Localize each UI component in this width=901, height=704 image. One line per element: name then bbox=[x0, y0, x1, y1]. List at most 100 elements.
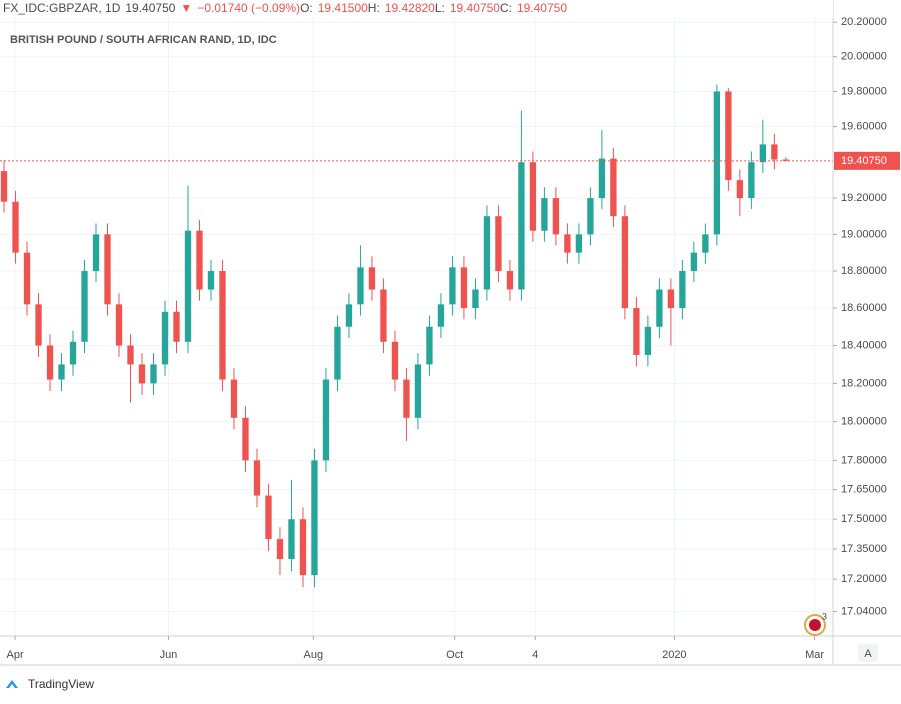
y-tick-label: 17.04000 bbox=[841, 605, 887, 617]
candle-body bbox=[173, 311, 180, 342]
y-tick-label: 19.60000 bbox=[841, 121, 887, 133]
x-tick-label: 2020 bbox=[662, 649, 686, 661]
candle-body bbox=[242, 417, 249, 461]
candle-body bbox=[702, 234, 709, 253]
candle-body bbox=[230, 379, 238, 418]
y-tick-label: 19.00000 bbox=[841, 228, 887, 240]
candle-body bbox=[184, 230, 192, 342]
candle-body bbox=[575, 234, 583, 253]
candle-body bbox=[46, 345, 54, 380]
y-tick-label: 17.20000 bbox=[841, 573, 887, 585]
candle-body bbox=[748, 162, 755, 199]
candle-body bbox=[311, 460, 318, 576]
candle-body bbox=[104, 234, 111, 305]
candle-body bbox=[460, 267, 468, 309]
y-tick-label: 18.00000 bbox=[841, 416, 887, 428]
candle-body bbox=[713, 91, 721, 235]
candle-body bbox=[253, 460, 261, 496]
header: FX_IDC:GBPZAR, 1D 19.40750 ▼ −0.01740 (−0.0… bbox=[3, 1, 567, 15]
candle-body bbox=[564, 234, 571, 253]
candle-body bbox=[472, 289, 479, 309]
candle-body bbox=[633, 308, 640, 355]
y-tick-label: 17.35000 bbox=[841, 543, 887, 555]
header-item: L: bbox=[435, 1, 445, 15]
candle-body bbox=[219, 271, 226, 380]
candle-body bbox=[495, 216, 502, 272]
candle-body bbox=[322, 379, 330, 461]
candle-body bbox=[552, 198, 560, 235]
candle-body bbox=[437, 304, 445, 327]
scale-button-label[interactable]: A bbox=[864, 648, 872, 660]
badge-count: 3 bbox=[822, 611, 827, 621]
flag-icon bbox=[809, 619, 821, 631]
price-label-bg bbox=[834, 151, 900, 170]
header-item: C: bbox=[500, 1, 512, 15]
candle-body bbox=[414, 364, 422, 418]
y-tick-label: 17.80000 bbox=[841, 454, 887, 466]
x-tick-label: Jun bbox=[160, 649, 178, 661]
candle-body bbox=[782, 159, 790, 161]
candle-body bbox=[736, 180, 744, 199]
candle-body bbox=[334, 326, 341, 380]
candle-body bbox=[621, 216, 629, 309]
brand-logo bbox=[6, 680, 18, 688]
brand: TradingView bbox=[28, 677, 94, 691]
y-tick-label: 18.80000 bbox=[841, 265, 887, 277]
candle-body bbox=[610, 158, 617, 217]
header-item: 19.40750 bbox=[450, 1, 500, 15]
y-tick-label: 18.60000 bbox=[841, 302, 887, 314]
y-tick-label: 20.20000 bbox=[841, 16, 887, 28]
candle-body bbox=[380, 289, 387, 342]
header-bg bbox=[0, 0, 833, 18]
x-tick-label: Mar bbox=[805, 649, 824, 661]
x-tick-label: 4 bbox=[532, 649, 538, 661]
candle-body bbox=[679, 271, 686, 309]
axes: 20.20000 20.00000 19.80000 19.60000 19.20000… bbox=[6, 16, 900, 661]
header-item: 19.40750 bbox=[125, 1, 175, 15]
candle-body bbox=[506, 271, 514, 290]
candle-body bbox=[644, 326, 652, 355]
x-tick-label: Oct bbox=[446, 649, 463, 661]
candle-body bbox=[426, 326, 433, 365]
candle-body bbox=[368, 267, 376, 290]
header-item: 19.42820 bbox=[385, 1, 435, 15]
candle-body bbox=[403, 379, 410, 418]
candle-body bbox=[345, 304, 353, 327]
candle-body bbox=[161, 311, 169, 365]
scale-button[interactable] bbox=[858, 644, 878, 662]
chart-title: BRITISH POUND / SOUTH AFRICAN RAND, 1D, … bbox=[10, 34, 277, 46]
y-tick-label: 18.20000 bbox=[841, 377, 887, 389]
candle-body bbox=[92, 234, 100, 272]
y-tick-label: 17.50000 bbox=[841, 513, 887, 525]
grid bbox=[0, 0, 833, 636]
x-tick-label: Aug bbox=[304, 649, 324, 661]
candle-body bbox=[12, 201, 19, 253]
candle-body bbox=[58, 364, 65, 380]
candle-body bbox=[598, 158, 606, 199]
candle-body bbox=[299, 519, 307, 576]
candle-body bbox=[35, 304, 42, 346]
candle-body bbox=[759, 144, 767, 163]
y-tick-label: 19.20000 bbox=[841, 192, 887, 204]
candle-body bbox=[725, 91, 732, 181]
y-tick-label: 18.40000 bbox=[841, 339, 887, 351]
candle-body bbox=[69, 341, 77, 365]
candle-body bbox=[529, 162, 537, 231]
candle-body bbox=[449, 267, 456, 305]
candle-body bbox=[357, 267, 364, 305]
candle-body bbox=[127, 345, 134, 365]
candle-body bbox=[771, 144, 778, 160]
candles bbox=[0, 84, 833, 588]
header-item: O: bbox=[300, 1, 313, 15]
header-item: 19.40750 bbox=[517, 1, 567, 15]
candle-body bbox=[391, 341, 399, 380]
header-item: FX_IDC:GBPZAR, 1D bbox=[3, 1, 121, 15]
candle-body bbox=[656, 289, 663, 327]
candle-body bbox=[115, 304, 123, 346]
header-item: H: bbox=[368, 1, 380, 15]
header-item: 19.41500 bbox=[318, 1, 368, 15]
candle-body bbox=[81, 271, 88, 342]
